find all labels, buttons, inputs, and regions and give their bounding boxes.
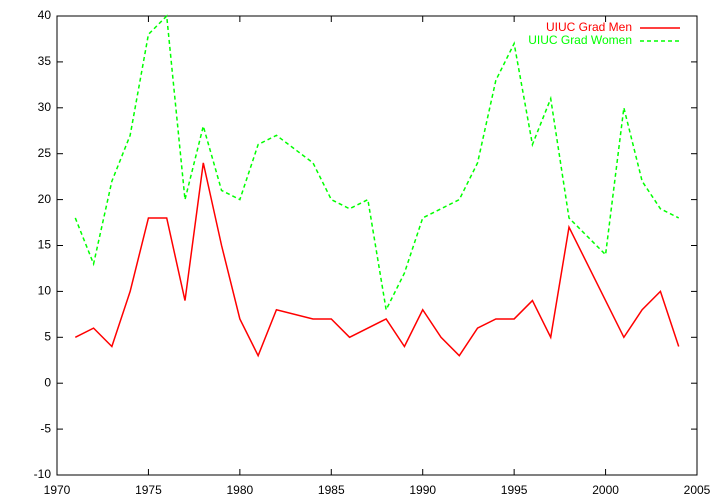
x-tick-label: 1970 bbox=[44, 483, 71, 497]
x-tick-label: 1985 bbox=[318, 483, 345, 497]
x-tick-label: 1995 bbox=[501, 483, 528, 497]
y-tick-label: 20 bbox=[38, 192, 52, 206]
y-tick-label: -10 bbox=[34, 467, 52, 481]
data-line bbox=[74, 14, 680, 313]
y-tick-label: 30 bbox=[38, 100, 52, 114]
y-tick-label: 0 bbox=[44, 375, 51, 389]
data-line bbox=[74, 162, 680, 358]
x-tick-label: 2000 bbox=[592, 483, 619, 497]
legend-label: UIUC Grad Men bbox=[546, 20, 632, 34]
x-tick-label: 1980 bbox=[227, 483, 254, 497]
x-tick-label: 1975 bbox=[135, 483, 162, 497]
y-tick-label: 35 bbox=[38, 54, 52, 68]
y-tick-label: 25 bbox=[38, 146, 52, 160]
plot-border bbox=[56, 15, 698, 476]
y-tick-label: 40 bbox=[38, 8, 52, 22]
x-tick-label: 1990 bbox=[409, 483, 436, 497]
y-tick-label: 10 bbox=[38, 284, 52, 298]
y-tick-label: 15 bbox=[38, 238, 52, 252]
y-tick-label: 5 bbox=[44, 329, 51, 343]
x-tick-label: 2005 bbox=[684, 483, 711, 497]
y-tick-label: -5 bbox=[40, 421, 51, 435]
legend-label: UIUC Grad Women bbox=[528, 33, 632, 47]
